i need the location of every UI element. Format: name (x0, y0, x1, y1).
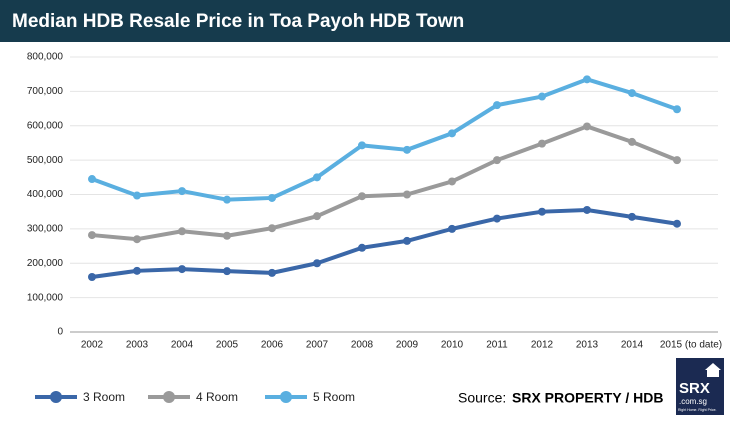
legend-marker (50, 391, 62, 403)
y-tick-label: 700,000 (27, 86, 64, 97)
logo-tagline: Right Home. Right Price. (678, 408, 717, 412)
x-tick-label: 2013 (576, 340, 599, 351)
marker (448, 224, 456, 233)
marker (403, 145, 411, 154)
marker (403, 236, 411, 245)
marker (313, 212, 321, 221)
y-tick-label: 300,000 (27, 224, 64, 235)
title-bar (0, 0, 730, 42)
line (91, 77, 678, 202)
marker (628, 212, 636, 221)
marker (178, 265, 186, 274)
chart-title: Median HDB Resale Price in Toa Payoh HDB… (12, 11, 464, 32)
x-tick-label: 2007 (306, 340, 329, 351)
marker (88, 231, 96, 240)
marker (358, 141, 366, 150)
y-tick-label: 600,000 (27, 120, 64, 131)
x-tick-label: 2002 (81, 340, 104, 351)
marker (583, 122, 591, 131)
x-tick-label: 2004 (171, 340, 194, 351)
marker (448, 129, 456, 138)
legend-marker (163, 391, 175, 403)
legend-item: 4 Room (148, 390, 238, 404)
marker (223, 267, 231, 276)
legend-item: 5 Room (265, 390, 355, 404)
source-label: Source: (458, 390, 506, 406)
marker (538, 92, 546, 101)
x-tick-label: 2003 (126, 340, 149, 351)
marker (268, 193, 276, 202)
marker (673, 219, 681, 228)
marker (313, 259, 321, 268)
x-tick-label: 2014 (621, 340, 644, 351)
marker (628, 137, 636, 146)
x-tick-label: 2012 (531, 340, 554, 351)
series (88, 75, 681, 204)
legend-label: 5 Room (313, 390, 355, 404)
marker (268, 268, 276, 277)
marker (403, 190, 411, 199)
marker (223, 231, 231, 240)
marker (448, 177, 456, 186)
marker (493, 214, 501, 223)
marker (358, 192, 366, 201)
marker (133, 191, 141, 200)
x-tick-label: 2005 (216, 340, 239, 351)
x-tick-label: 2010 (441, 340, 464, 351)
marker (493, 101, 501, 110)
legend-label: 3 Room (83, 390, 125, 404)
legend-item: 3 Room (35, 390, 125, 404)
source-name: SRX PROPERTY / HDB (512, 390, 663, 406)
x-tick-label: 2011 (486, 340, 508, 351)
logo-house (705, 363, 721, 377)
marker (358, 243, 366, 252)
line (91, 207, 678, 279)
marker (133, 235, 141, 244)
series (88, 205, 681, 281)
marker (223, 195, 231, 204)
x-tick-label: 2008 (351, 340, 374, 351)
marker (133, 266, 141, 275)
marker (178, 227, 186, 236)
marker (583, 205, 591, 214)
x-tick-label: 2015 (to date) (660, 340, 722, 351)
marker (88, 273, 96, 281)
series (88, 122, 681, 244)
y-tick-label: 400,000 (27, 189, 64, 200)
y-tick-label: 200,000 (27, 258, 64, 269)
marker (673, 156, 681, 165)
marker (493, 156, 501, 165)
x-tick-label: 2009 (396, 340, 419, 351)
marker (88, 175, 96, 184)
marker (268, 224, 276, 233)
logo-text: SRX (679, 380, 710, 397)
marker (538, 207, 546, 216)
logo-domain: .com.sg (679, 397, 707, 406)
legend-marker (280, 391, 292, 403)
y-tick-label: 0 (57, 327, 63, 338)
marker (538, 139, 546, 148)
y-tick-label: 800,000 (27, 52, 64, 63)
logo: SRX .com.sg Right Home. Right Price. (676, 358, 724, 415)
legend-label: 4 Room (196, 390, 238, 404)
line (91, 124, 678, 242)
marker (628, 89, 636, 98)
marker (178, 187, 186, 196)
marker (673, 105, 681, 114)
y-tick-label: 100,000 (27, 292, 64, 303)
x-tick-label: 2006 (261, 340, 284, 351)
y-tick-label: 500,000 (27, 155, 64, 166)
marker (313, 173, 321, 182)
marker (583, 75, 591, 84)
